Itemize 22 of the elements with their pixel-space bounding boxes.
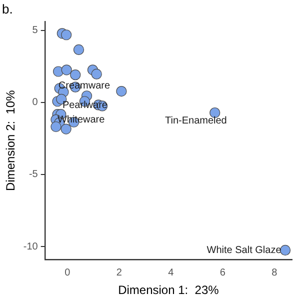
y-tick-label: -10: [23, 241, 38, 252]
point: [91, 68, 102, 80]
y-axis-title: Dimension 2: 10%: [4, 90, 18, 191]
x-axis-title: Dimension 1: 23%: [118, 283, 220, 298]
chart-title: b.: [2, 1, 13, 16]
annotation: Tin-Enameled: [164, 116, 227, 127]
y-tick-label: 5: [32, 25, 38, 36]
point: [116, 86, 127, 97]
x-tick-label: 2: [116, 267, 122, 278]
point: [60, 124, 72, 134]
point: [73, 44, 84, 56]
point: [50, 121, 62, 132]
x-tick-label: 8: [272, 267, 278, 278]
point: [70, 70, 81, 80]
y-tick-label: 0: [32, 97, 38, 108]
point: [280, 244, 291, 256]
x-tick-label: 6: [220, 267, 226, 278]
point: [61, 30, 72, 40]
x-tick-label: 0: [64, 267, 71, 278]
y-tick-label: -5: [28, 169, 38, 180]
x-tick-label: 4: [168, 267, 174, 278]
point: [61, 64, 72, 76]
